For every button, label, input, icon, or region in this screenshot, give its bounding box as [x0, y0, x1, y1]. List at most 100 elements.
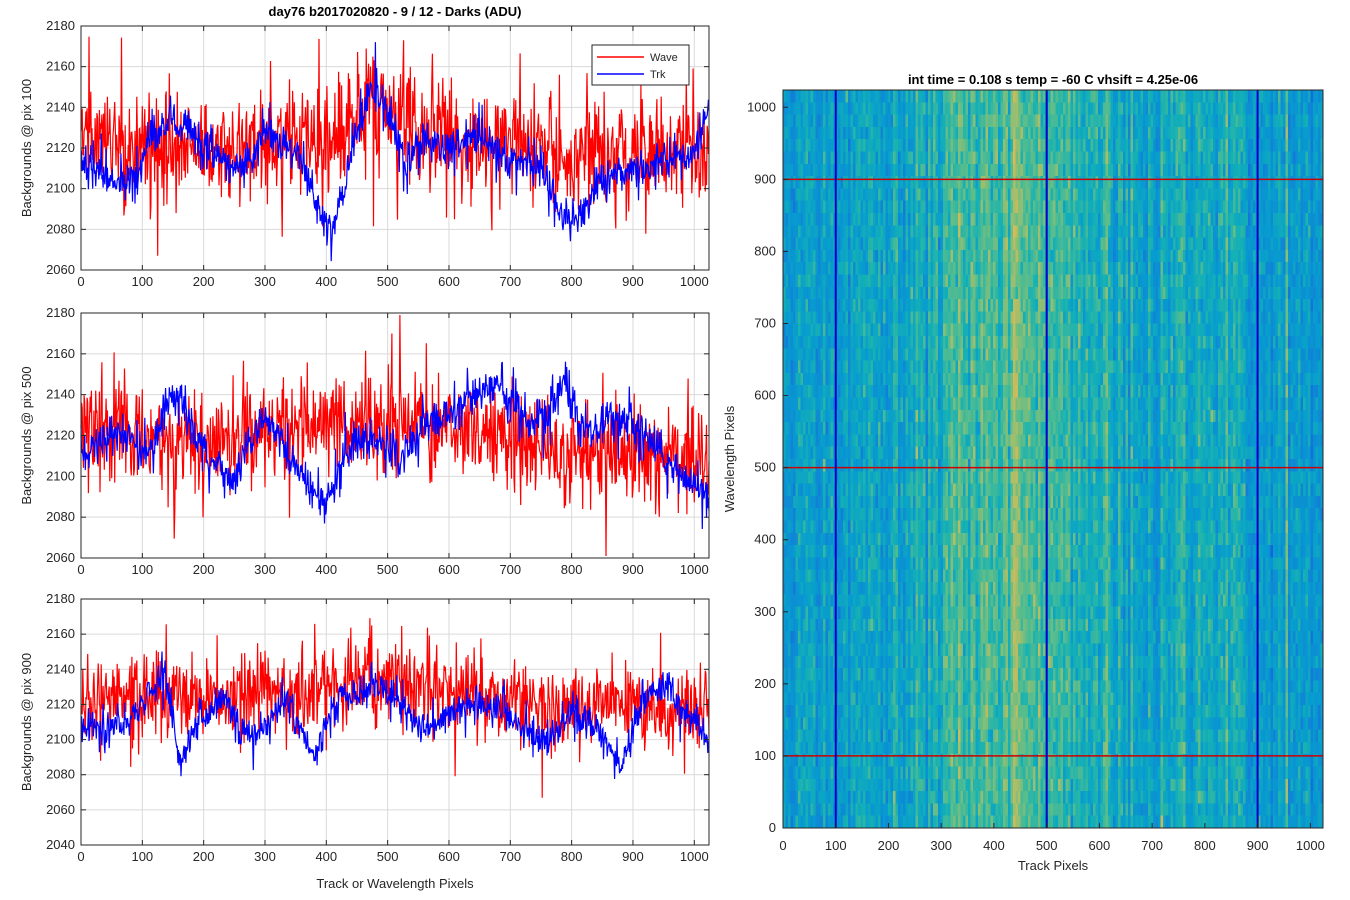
heatmap-cell [948, 262, 952, 276]
heatmap-cell [783, 102, 787, 116]
heatmap-cell [1315, 102, 1319, 116]
heatmap-cell [1010, 237, 1014, 251]
heatmap-cell [978, 90, 982, 103]
heatmap-cell [1273, 176, 1277, 189]
heatmap-cell [833, 126, 837, 140]
heatmap-cell [878, 237, 882, 251]
heatmap-cell [855, 139, 859, 153]
heatmap-cell [938, 225, 942, 239]
heatmap-cell [1320, 114, 1324, 128]
heatmap-cell [1133, 139, 1137, 153]
heatmap-cell [808, 102, 812, 116]
x-tick-label: 0 [77, 562, 84, 577]
heatmap-cell [1170, 262, 1174, 276]
heatmap-cell [1080, 126, 1084, 140]
heatmap-cell [890, 213, 894, 226]
heatmap-cell [1120, 102, 1124, 116]
heatmap-cell [1265, 213, 1269, 226]
heatmap-cell [1270, 249, 1274, 263]
heatmap-cell [810, 139, 814, 153]
heatmap-cell [955, 90, 959, 103]
heatmap-cell [958, 249, 962, 263]
x-tick-label: 700 [499, 562, 521, 577]
heatmap-cell [1238, 262, 1242, 276]
heatmap-cell [923, 176, 927, 189]
heatmap-cell [1250, 176, 1254, 189]
heatmap-cell [930, 213, 934, 226]
heatmap-cell [970, 151, 974, 165]
heatmap-cell [1310, 163, 1314, 177]
heatmap-cell [1288, 151, 1292, 165]
heatmap-cell [1260, 225, 1264, 239]
heatmap-cell [1228, 114, 1232, 128]
heatmap-cell [1193, 151, 1197, 165]
heatmap-cell [1300, 126, 1304, 140]
heatmap-cell [915, 163, 919, 177]
heatmap-cell [1260, 176, 1264, 189]
heatmap-cell [840, 249, 844, 263]
heatmap-cell [1148, 176, 1152, 189]
heatmap-cell [1168, 176, 1172, 189]
heatmap-cell [1085, 163, 1089, 177]
heatmap-cell [1058, 213, 1062, 226]
heatmap-cell [1220, 176, 1224, 189]
heatmap-cell [938, 188, 942, 202]
heatmap-cell [975, 200, 979, 214]
heatmap-cell [1308, 262, 1312, 276]
heatmap-cell [890, 237, 894, 251]
heatmap-cell [1040, 176, 1044, 189]
heatmap-cell [893, 90, 897, 103]
heatmap-cell [845, 102, 849, 116]
heatmap-cell [978, 262, 982, 276]
heatmap-cell [1310, 176, 1314, 189]
heatmap-cell [893, 213, 897, 226]
heatmap-cell [1103, 139, 1107, 153]
heatmap-cell [868, 188, 872, 202]
heatmap-cell [900, 126, 904, 140]
heatmap-cell [1013, 102, 1017, 116]
heatmap-cell [1310, 102, 1314, 116]
heatmap-cell [1143, 213, 1147, 226]
heatmap-cell [1015, 262, 1019, 276]
heatmap-cell [908, 90, 912, 103]
heatmap-cell [910, 188, 914, 202]
heatmap-cell [1165, 151, 1169, 165]
heatmap-cell [1278, 90, 1282, 103]
heatmap-cell [935, 188, 939, 202]
heatmap-cell [1170, 237, 1174, 251]
heatmap-cell [813, 188, 817, 202]
heatmap-cell [1190, 176, 1194, 189]
heatmap-cell [1318, 249, 1322, 263]
heatmap-cell [793, 102, 797, 116]
heatmap-cell [1125, 163, 1129, 177]
heatmap-cell [858, 102, 862, 116]
heatmap-cell [1178, 225, 1182, 239]
heatmap-cell [1305, 163, 1309, 177]
heatmap-cell [870, 151, 874, 165]
heatmap-cell [1165, 249, 1169, 263]
heatmap-cell [793, 163, 797, 177]
heatmap-cell [923, 151, 927, 165]
heatmap-cell [1023, 139, 1027, 153]
heatmap-cell [1200, 176, 1204, 189]
heatmap-cell [868, 262, 872, 276]
heatmap-cell [1148, 188, 1152, 202]
heatmap-cell [1290, 90, 1294, 103]
heatmap-cell [1128, 262, 1132, 276]
heatmap-cell [1123, 114, 1127, 128]
heatmap-cell [1278, 114, 1282, 128]
heatmap-cell [950, 176, 954, 189]
heatmap-cell [943, 126, 947, 140]
heatmap-cell [863, 249, 867, 263]
heatmap-cell [848, 213, 852, 226]
heatmap-cell [1018, 102, 1022, 116]
heatmap-cell [1208, 90, 1212, 103]
x-tick-label: 300 [254, 562, 276, 577]
heatmap-cell [1243, 151, 1247, 165]
heatmap-cell [893, 176, 897, 189]
heatmap-cell [1318, 139, 1322, 153]
heatmap-cell [1265, 139, 1269, 153]
heatmap-cell [1265, 126, 1269, 140]
heatmap-cell [918, 90, 922, 103]
heatmap-cell [1000, 126, 1004, 140]
